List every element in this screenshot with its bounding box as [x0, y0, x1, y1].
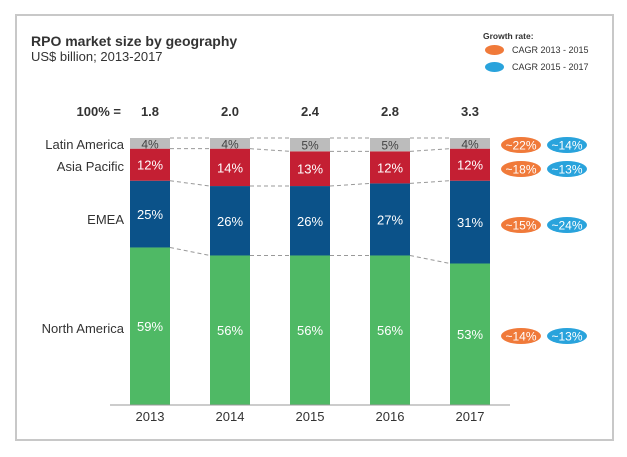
growth-rate-label: ~14% [505, 330, 536, 344]
growth-rate-label: ~13% [551, 163, 582, 177]
bar-segment-asia-pacific [370, 151, 410, 184]
bar-segment-emea [290, 186, 330, 256]
connector-line [169, 246, 211, 256]
bar-segment-latin-america [130, 138, 170, 149]
growth-rate-label: ~13% [551, 330, 582, 344]
bar-segment-emea [370, 183, 410, 256]
data-label: 26% [297, 214, 323, 229]
data-label: 4% [141, 137, 159, 151]
bar-segment-north-america [290, 255, 330, 405]
growth-rate-badge [547, 137, 587, 153]
bar-segment-asia-pacific [290, 151, 330, 187]
growth-rate-label: ~18% [505, 163, 536, 177]
bar-segment-north-america [130, 247, 170, 405]
data-label: 12% [377, 160, 403, 175]
total-label: 3.3 [461, 104, 479, 119]
data-label: 12% [457, 158, 483, 173]
data-label: 56% [297, 323, 323, 338]
growth-rate-label: ~15% [505, 219, 536, 233]
legend-swatch-blue [485, 62, 504, 72]
connector-line [409, 254, 451, 264]
legend-item-cagr-2015-2017: CAGR 2015 - 2017 [485, 62, 589, 72]
chart-title: RPO market size by geography [31, 33, 238, 49]
series-label: Asia Pacific [57, 159, 125, 174]
bar-segment-latin-america [370, 138, 410, 152]
legend-label: CAGR 2013 - 2015 [512, 45, 589, 55]
bar-segment-north-america [370, 255, 410, 405]
x-tick-label: 2016 [376, 409, 405, 424]
bar-segment-asia-pacific [130, 148, 170, 181]
data-label: 56% [377, 323, 403, 338]
chart-subtitle: US$ billion; 2013-2017 [31, 49, 163, 64]
total-label: 2.4 [301, 104, 320, 119]
bar-segment-latin-america [210, 138, 250, 149]
bar-segment-asia-pacific [450, 148, 490, 181]
growth-rate-badge [501, 328, 541, 344]
growth-rate-badge [547, 328, 587, 344]
series-label: Latin America [45, 137, 125, 152]
bar-segment-asia-pacific [210, 148, 250, 187]
growth-rate-badge [501, 137, 541, 153]
bar-segment-latin-america [290, 138, 330, 152]
legend-item-cagr-2013-2015: CAGR 2013 - 2015 [485, 45, 589, 55]
data-label: 14% [217, 160, 243, 175]
connector-line [329, 182, 371, 187]
series-label: North America [42, 321, 125, 336]
data-label: 26% [217, 214, 243, 229]
total-prefix-label: 100% = [77, 104, 122, 119]
bar-segment-latin-america [450, 138, 490, 149]
data-label: 12% [137, 158, 163, 173]
connector-line [169, 180, 211, 187]
bar-segment-emea [450, 180, 490, 264]
data-label: 59% [137, 319, 163, 334]
x-tick-label: 2015 [296, 409, 325, 424]
bar-segment-north-america [450, 263, 490, 405]
data-label: 5% [381, 139, 399, 153]
series-label: EMEA [87, 212, 124, 227]
data-label: 25% [137, 207, 163, 222]
bar-segment-north-america [210, 255, 250, 405]
data-label: 31% [457, 215, 483, 230]
legend-swatch-orange [485, 45, 504, 55]
growth-rate-badge [547, 217, 587, 233]
x-tick-label: 2014 [216, 409, 245, 424]
legend-title: Growth rate: [483, 31, 534, 41]
connector-line [409, 148, 451, 152]
data-label: 4% [461, 137, 479, 151]
growth-rate-badge [501, 217, 541, 233]
growth-rate-label: ~22% [505, 139, 536, 153]
connector-line [409, 180, 451, 184]
bar-segment-emea [210, 186, 250, 256]
connector-line [249, 148, 291, 152]
total-label: 1.8 [141, 104, 159, 119]
x-tick-label: 2013 [136, 409, 165, 424]
data-label: 4% [221, 137, 239, 151]
total-label: 2.8 [381, 104, 399, 119]
bar-segment-emea [130, 180, 170, 248]
growth-rate-badge [501, 161, 541, 177]
data-label: 53% [457, 327, 483, 342]
growth-rate-label: ~14% [551, 139, 582, 153]
data-label: 56% [217, 323, 243, 338]
data-label: 27% [377, 212, 403, 227]
legend-label: CAGR 2015 - 2017 [512, 62, 589, 72]
data-label: 13% [297, 162, 323, 177]
growth-rate-label: ~24% [551, 219, 582, 233]
total-label: 2.0 [221, 104, 239, 119]
growth-rate-badge [547, 161, 587, 177]
data-label: 5% [301, 139, 319, 153]
x-tick-label: 2017 [456, 409, 485, 424]
